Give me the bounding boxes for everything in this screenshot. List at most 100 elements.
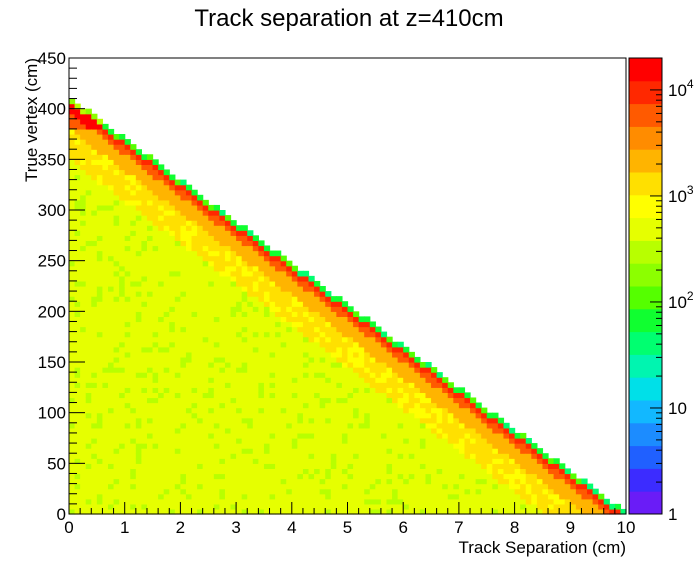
heatmap-cell [102,397,109,404]
heatmap-cell [130,372,137,378]
heatmap-cell [280,463,287,469]
heatmap-cell [130,301,137,307]
heatmap-cell [230,402,237,409]
heatmap-cell [107,382,115,388]
heatmap-cell [280,311,287,317]
heatmap-cell [141,392,148,399]
heatmap-cell [107,448,115,454]
heatmap-cell [559,463,566,469]
heatmap-cell [436,448,443,454]
heatmap-cell [180,351,187,358]
heatmap-cell [130,402,137,409]
heatmap-cell [202,240,209,247]
heatmap-cell [241,265,248,272]
heatmap-cell [258,367,265,373]
heatmap-cell [141,488,148,495]
heatmap-cell [275,255,282,262]
heatmap-cell [275,362,282,368]
heatmap-cell [447,412,454,419]
heatmap-cell [69,508,76,515]
heatmap-cell [297,468,304,475]
heatmap-cell [119,367,126,373]
heatmap-cell [475,503,482,510]
heatmap-cell [158,508,165,515]
heatmap-cell [241,240,248,247]
heatmap-cell [174,478,181,485]
heatmap-cell [258,483,265,490]
heatmap-cell [531,463,538,469]
heatmap-cell [124,387,131,393]
heatmap-cell [152,316,159,323]
heatmap-cell [85,483,92,490]
heatmap-cell [269,438,276,444]
heatmap-cell [113,448,120,454]
heatmap-cell [102,199,109,206]
heatmap-cell [91,351,98,358]
heatmap-cell [548,483,555,490]
heatmap-cell [91,412,98,419]
heatmap-cell [297,407,304,414]
heatmap-cell [241,321,248,328]
heatmap-cell [96,438,104,444]
heatmap-cell [141,189,148,196]
heatmap-cell [169,215,176,221]
heatmap-cell [119,280,126,287]
heatmap-cell [386,407,393,414]
heatmap-cell [341,356,349,363]
heatmap-cell [425,362,432,368]
heatmap-cell [247,458,254,464]
heatmap-cell [202,362,209,368]
heatmap-cell [74,225,81,231]
heatmap-cell [96,199,104,206]
heatmap-cell [252,250,259,257]
heatmap-cell [375,498,382,505]
heatmap-cell [336,508,343,515]
heatmap-cell [325,316,332,323]
heatmap-cell [107,432,115,439]
heatmap-cell [208,275,215,282]
heatmap-cell [124,443,131,449]
heatmap-cell [247,377,254,383]
heatmap-cell [241,311,248,317]
heatmap-cell [258,387,265,393]
heatmap-cell [85,159,92,165]
heatmap-cell [107,377,115,383]
heatmap-cell [503,448,510,454]
heatmap-cell [258,443,265,449]
heatmap-cell [236,311,243,317]
heatmap-cell [575,508,583,515]
heatmap-cell [252,422,259,429]
heatmap-cell [241,448,248,454]
heatmap-cell [492,453,499,459]
heatmap-cell [74,169,81,176]
heatmap-cell [169,316,176,323]
heatmap-cell [169,448,176,454]
heatmap-cell [297,503,304,510]
heatmap-cell [297,453,304,459]
heatmap-cell [119,194,126,201]
heatmap-cell [158,346,165,353]
heatmap-cell [252,372,259,378]
heatmap-cell [69,448,76,454]
heatmap-cell [135,204,143,211]
heatmap-cell [141,169,148,176]
heatmap-cell [475,488,482,495]
heatmap-cell [314,382,321,388]
heatmap-cell [119,427,126,434]
heatmap-cell [358,346,365,353]
heatmap-cell [208,382,215,388]
heatmap-cell [85,291,92,297]
heatmap-cell [74,478,81,485]
heatmap-cell [470,503,477,510]
heatmap-cell [202,356,209,363]
heatmap-cell [548,468,555,475]
heatmap-cell [208,367,215,373]
heatmap-cell [191,498,198,505]
heatmap-cell [386,356,393,363]
heatmap-cell [191,204,198,211]
heatmap-cell [258,382,265,388]
heatmap-cell [364,453,371,459]
heatmap-cell [319,488,326,495]
heatmap-cell [69,463,76,469]
heatmap-cell [470,443,477,449]
